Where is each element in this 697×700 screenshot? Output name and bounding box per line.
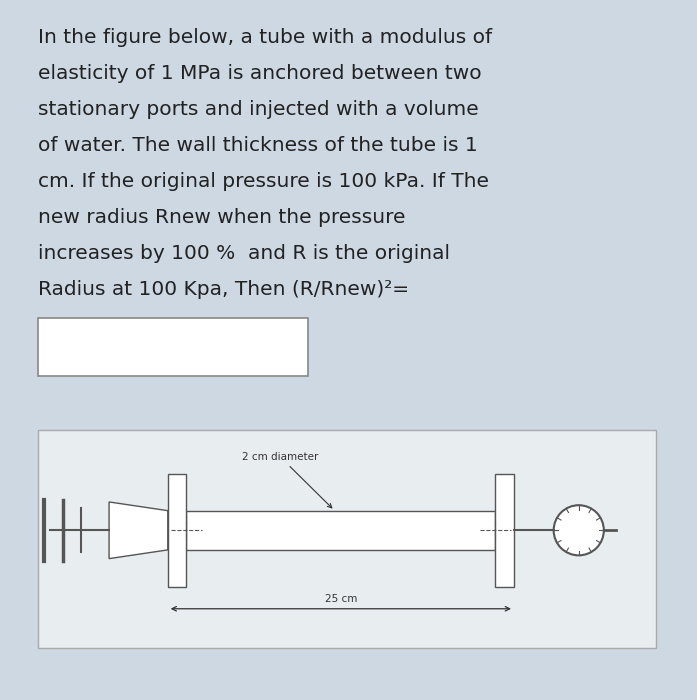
Circle shape: [553, 505, 604, 555]
Text: new radius Rnew when the pressure: new radius Rnew when the pressure: [38, 208, 406, 227]
Bar: [38, 318, 308, 376]
Text: of water. The wall thickness of the tube is 1: of water. The wall thickness of the tube…: [38, 136, 477, 155]
Text: stationary ports and injected with a volume: stationary ports and injected with a vol…: [38, 100, 479, 119]
Text: elasticity of 1 MPa is anchored between two: elasticity of 1 MPa is anchored between …: [38, 64, 482, 83]
Bar: [496, 474, 514, 587]
Text: 25 cm: 25 cm: [325, 594, 357, 604]
Text: 2 cm diameter: 2 cm diameter: [242, 452, 332, 508]
Bar: [186, 511, 496, 550]
Text: Radius at 100 Kpa, Then (R/Rnew)²=: Radius at 100 Kpa, Then (R/Rnew)²=: [38, 280, 409, 299]
Text: cm. If the original pressure is 100 kPa. If The: cm. If the original pressure is 100 kPa.…: [38, 172, 489, 191]
Bar: [38, 430, 656, 648]
Bar: [168, 474, 186, 587]
Text: In the figure below, a tube with a modulus of: In the figure below, a tube with a modul…: [38, 28, 492, 47]
Text: increases by 100 %  and R is the original: increases by 100 % and R is the original: [38, 244, 450, 263]
Polygon shape: [109, 502, 168, 559]
